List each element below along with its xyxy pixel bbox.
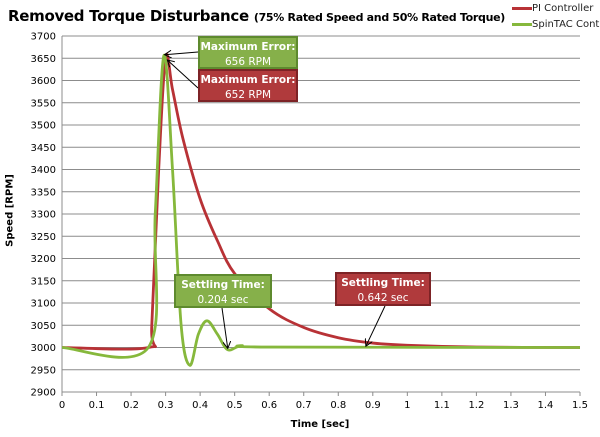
y-tick-label: 3350 xyxy=(31,187,56,198)
y-axis-label: Speed [RPM] xyxy=(4,174,16,247)
y-tick-label: 3050 xyxy=(31,321,56,332)
x-tick-label: 1.3 xyxy=(503,400,519,411)
annotation-pi-settling: Settling Time: 0.642 sec xyxy=(335,272,431,306)
legend-spintac: SpinTAC Controller xyxy=(512,19,600,30)
annotation-arrow xyxy=(221,307,228,348)
x-tick-label: 1.5 xyxy=(572,400,588,411)
x-tick-label: 0.2 xyxy=(123,400,139,411)
legend-pi: PI Controller xyxy=(512,3,593,14)
x-axis-label: Time [sec] xyxy=(290,419,350,430)
annotation-pi-max-error: Maximum Error: 652 RPM xyxy=(198,69,298,102)
series-spintac-line xyxy=(61,54,581,367)
y-tick-label: 2900 xyxy=(31,388,56,399)
chart-title: Removed Torque Disturbance (75% Rated Sp… xyxy=(8,7,506,25)
y-axis-label-wrap: Speed [RPM] xyxy=(0,0,16,437)
x-tick-label: 0.4 xyxy=(192,400,208,411)
x-tick-label: 0.6 xyxy=(261,400,277,411)
annotation-spintac-settling: Settling Time: 0.204 sec xyxy=(174,274,272,308)
y-tick-label: 3400 xyxy=(31,165,56,176)
y-tick-label: 3650 xyxy=(31,54,56,65)
annotation-spintac-max-error: Maximum Error: 656 RPM xyxy=(198,36,298,69)
x-tick-label: 0.1 xyxy=(89,400,105,411)
y-tick-label: 3450 xyxy=(31,143,56,154)
y-tick-label: 3150 xyxy=(31,276,56,287)
y-tick-label: 2950 xyxy=(31,365,56,376)
y-tick-label: 3600 xyxy=(31,76,56,87)
y-tick-label: 3700 xyxy=(31,32,56,43)
y-tick-label: 3500 xyxy=(31,121,56,132)
x-tick-label: 1.1 xyxy=(434,400,450,411)
y-tick-label: 3200 xyxy=(31,254,56,265)
y-tick-label: 3250 xyxy=(31,232,56,243)
x-tick-label: 0.5 xyxy=(227,400,243,411)
annotation-arrow xyxy=(366,305,386,346)
x-tick-label: 0.7 xyxy=(296,400,312,411)
y-tick-label: 3550 xyxy=(31,98,56,109)
annotation-arrow xyxy=(167,60,199,89)
x-tick-label: 1.4 xyxy=(538,400,554,411)
y-tick-label: 3300 xyxy=(31,210,56,221)
x-tick-label: 0.9 xyxy=(365,400,381,411)
x-tick-label: 1.2 xyxy=(468,400,484,411)
y-tick-label: 3000 xyxy=(31,343,56,354)
annotation-arrow xyxy=(165,52,199,55)
x-tick-label: 0 xyxy=(59,400,65,411)
x-tick-label: 0.3 xyxy=(158,400,174,411)
x-tick-label: 0.8 xyxy=(330,400,346,411)
series-pi-line xyxy=(61,52,581,351)
y-tick-label: 3100 xyxy=(31,299,56,310)
x-tick-label: 1 xyxy=(404,400,410,411)
